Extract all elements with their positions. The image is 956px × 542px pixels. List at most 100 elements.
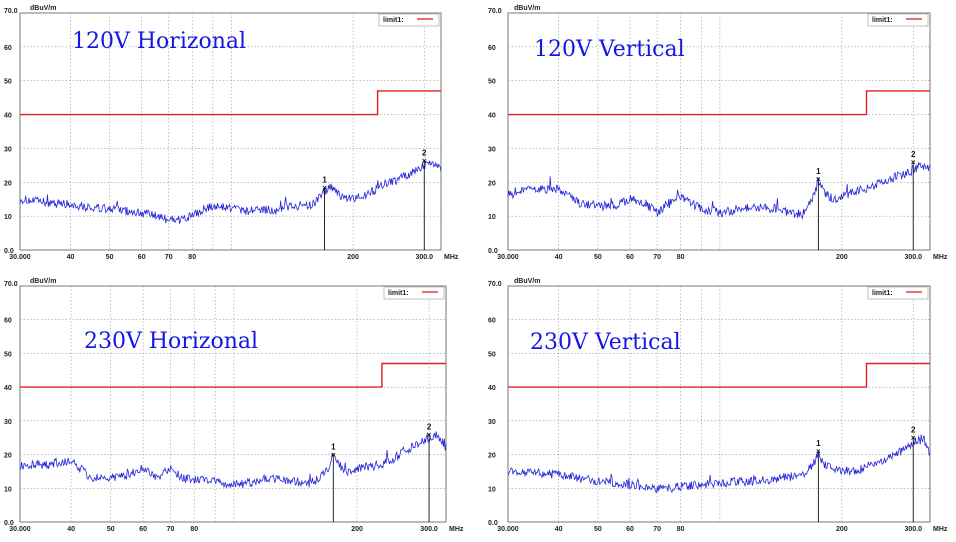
marker-x: × [911,158,916,167]
chart-title: 120V Vertical [534,37,685,62]
x-tick-label: 80 [677,526,685,533]
x-axis-unit: MHz [449,526,464,533]
marker-x: × [911,434,916,443]
x-tick-label: 70 [167,526,175,533]
y-tick-label: 10 [488,486,496,493]
marker-label: 1 [331,443,336,452]
y-axis-unit: dBuV/m [30,278,56,285]
y-tick-label: 70.0 [488,281,502,288]
marker-x: × [427,430,432,439]
chart-120v-vertical: 70.0 60 50 40 30 20 10 0.0 dBuV/m 30.000 40 50 60 70 8… [484,0,956,271]
y-axis-unit: dBuV/m [514,5,540,12]
marker-x: × [816,175,821,184]
chart-title: 120V Horizonal [72,29,246,54]
y-tick-label: 40 [488,113,496,120]
x-tick-label: 70 [653,526,661,533]
x-tick-label: 300.0 [904,254,922,261]
marker-x: × [816,447,821,456]
chart-230v-horizonal: 70.0 60 50 40 30 20 10 0.0 dBuV/m 30.000 40 50 60 70 8… [0,273,478,542]
x-tick-label: 60 [626,526,634,533]
chart-svg: 70.0 60 50 40 30 20 10 0.0 dBuV/m 30.000 40 50 60 70 8… [488,5,948,261]
x-tick-label: 60 [139,526,147,533]
y-axis-unit: dBuV/m [30,5,56,12]
y-tick-label: 50 [488,79,496,86]
x-tick-label: 40 [555,526,563,533]
x-tick-label: 30.000 [9,254,31,261]
y-tick-label: 60 [4,45,12,52]
y-tick-label: 50 [4,351,12,358]
y-tick-label: 20 [488,453,496,460]
marker-label: 2 [422,148,427,157]
legend-box [867,13,929,27]
legend-label: limit1: [872,17,893,24]
legend-box [378,13,440,27]
y-tick-label: 60 [488,318,496,325]
chart-title: 230V Horizonal [84,329,258,354]
y-tick-label: 30 [4,419,12,426]
y-tick-label: 40 [488,385,496,392]
x-tick-label: 200 [351,526,363,533]
x-tick-label: 200 [347,254,359,261]
chart-svg: 70.0 60 50 40 30 20 10 0.0 dBuV/m 30.000 40 50 60 70 8… [4,5,459,261]
x-tick-label: 60 [138,254,146,261]
x-tick-label: 30.000 [9,526,31,533]
x-tick-label: 80 [190,526,198,533]
y-tick-label: 0.0 [488,248,498,255]
x-tick-label: 40 [67,254,75,261]
x-axis-unit: MHz [933,254,948,261]
marker-label: 1 [816,167,821,176]
x-axis-unit: MHz [444,254,459,261]
marker-label: 1 [322,175,327,184]
marker-x: × [331,451,336,460]
legend-label: limit1: [872,290,893,297]
y-tick-label: 60 [4,318,12,325]
y-tick-label: 50 [488,351,496,358]
x-tick-label: 40 [555,254,563,261]
y-tick-label: 30 [488,146,496,153]
x-tick-label: 80 [188,254,196,261]
y-tick-label: 0.0 [488,520,498,527]
legend-label: limit1: [388,290,409,297]
marker-label: 2 [427,422,432,431]
marker-label: 2 [911,426,916,435]
chart-svg: 70.0 60 50 40 30 20 10 0.0 dBuV/m 30.000 40 50 60 70 8… [488,278,948,533]
y-tick-label: 30 [488,419,496,426]
y-tick-label: 20 [4,180,12,187]
y-tick-label: 40 [4,113,12,120]
y-tick-label: 10 [4,486,12,493]
x-tick-label: 40 [67,526,75,533]
y-tick-label: 70.0 [488,8,502,15]
y-tick-label: 10 [488,214,496,221]
x-tick-label: 50 [594,526,602,533]
measurement-trace [20,431,447,489]
y-tick-label: 0.0 [4,520,14,527]
x-tick-label: 50 [594,254,602,261]
plot-area [507,285,931,523]
marker-label: 2 [911,150,916,159]
chart-title: 230V Vertical [530,330,681,355]
x-tick-label: 300.0 [416,254,434,261]
chart-230v-vertical: 70.0 60 50 40 30 20 10 0.0 dBuV/m 30.000 40 50 60 70 8… [484,273,956,542]
x-tick-label: 50 [107,526,115,533]
measurement-trace [507,434,931,494]
marker-x: × [322,183,327,192]
plot-area [19,285,447,523]
chart-120v-horizonal: 70.0 60 50 40 30 20 10 0.0 dBuV/m 30.000 40 50 60 70 8… [0,0,478,271]
x-tick-label: 80 [677,254,685,261]
marker-x: × [422,156,427,165]
y-axis-unit: dBuV/m [514,278,540,285]
measurement-trace [19,160,442,224]
y-tick-label: 30 [4,146,12,153]
legend-box [867,286,929,300]
limit-line [20,90,441,116]
limit-line [508,90,930,116]
x-axis-unit: MHz [933,526,948,533]
x-tick-label: 60 [626,254,634,261]
legend-label: limit1: [383,17,404,24]
x-tick-label: 70 [165,254,173,261]
y-tick-label: 70.0 [4,8,18,15]
y-tick-label: 20 [4,453,12,460]
x-tick-label: 300.0 [904,526,922,533]
y-tick-label: 40 [4,385,12,392]
y-tick-label: 50 [4,79,12,86]
